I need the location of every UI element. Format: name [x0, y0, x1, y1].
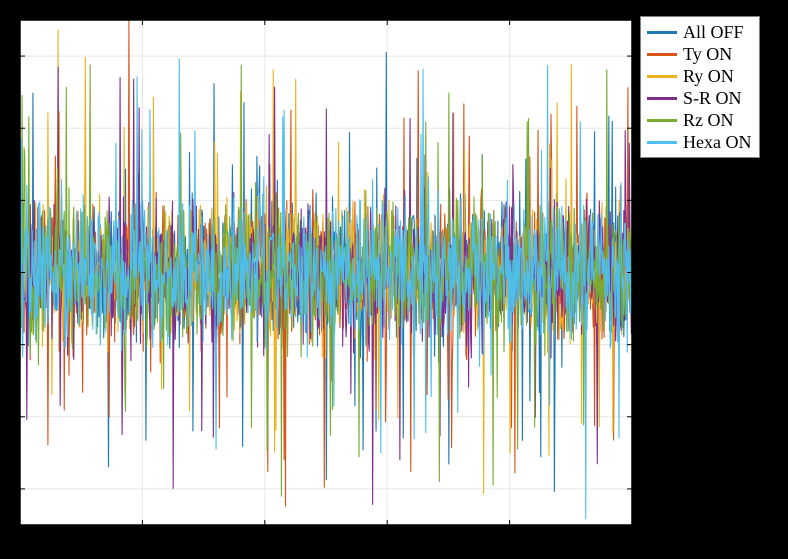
- legend-item: S-R ON: [647, 87, 751, 109]
- legend-label: Rz ON: [683, 110, 734, 131]
- legend-label: Ry ON: [683, 66, 734, 87]
- legend-swatch: [647, 75, 677, 78]
- legend-label: All OFF: [683, 22, 744, 43]
- chart-container: All OFFTy ONRy ONS-R ONRz ONHexa ON: [0, 0, 788, 559]
- legend-item: Ry ON: [647, 65, 751, 87]
- legend-item: All OFF: [647, 21, 751, 43]
- legend-swatch: [647, 53, 677, 56]
- legend-label: Ty ON: [683, 44, 732, 65]
- legend-swatch: [647, 119, 677, 122]
- legend-swatch: [647, 141, 677, 144]
- legend-item: Ty ON: [647, 43, 751, 65]
- legend-box: All OFFTy ONRy ONS-R ONRz ONHexa ON: [640, 16, 760, 158]
- legend-item: Hexa ON: [647, 131, 751, 153]
- legend-swatch: [647, 31, 677, 34]
- legend-swatch: [647, 97, 677, 100]
- legend-label: Hexa ON: [683, 132, 751, 153]
- legend-label: S-R ON: [683, 88, 742, 109]
- legend-item: Rz ON: [647, 109, 751, 131]
